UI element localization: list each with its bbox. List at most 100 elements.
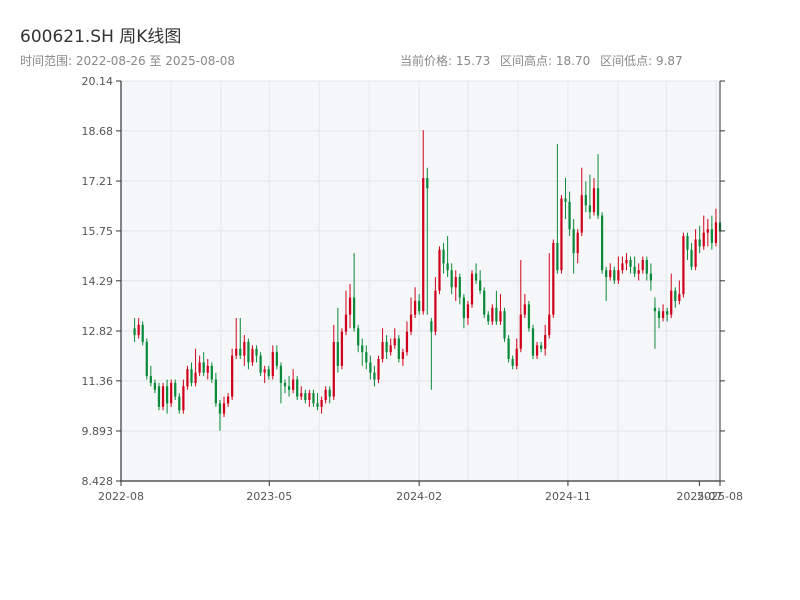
candle-body [308, 393, 311, 400]
candle-body [661, 311, 665, 319]
candle-body [641, 259, 644, 271]
candle-body [678, 294, 681, 301]
x-tick-label: 2025-08 [697, 490, 743, 503]
candle-body [430, 321, 433, 332]
candle-body [499, 311, 502, 322]
candle-body [568, 201, 571, 230]
candle-body [214, 379, 218, 404]
candle-body [133, 328, 136, 336]
candle-body [531, 328, 535, 356]
candle-body [657, 311, 661, 319]
candle-body [515, 348, 518, 366]
y-tick-label: 17.21 [82, 175, 114, 188]
candle-body [178, 396, 181, 411]
candle-body [198, 362, 201, 373]
candle-body [535, 345, 539, 356]
candle-body [434, 290, 437, 332]
candle-body [462, 297, 465, 319]
candle-body [645, 259, 648, 274]
candle-body [552, 242, 555, 315]
candle-body [588, 205, 592, 213]
candle-body [296, 379, 299, 397]
candle-body [316, 403, 319, 407]
candle-body [263, 369, 266, 373]
candle-body [320, 399, 323, 407]
candle-body [637, 270, 640, 274]
candle-body [580, 195, 583, 233]
candle-body [328, 389, 331, 397]
candle-body [247, 341, 250, 363]
candle-body [466, 304, 470, 319]
candle-body [702, 232, 705, 247]
candle-body [287, 386, 291, 390]
candle-body [572, 229, 575, 254]
candle-body [255, 348, 258, 356]
candle-body [373, 372, 376, 380]
candle-body [409, 314, 413, 332]
candle-body [226, 396, 230, 404]
candle-body [222, 403, 226, 414]
candle-body [279, 365, 283, 383]
y-tick-label: 8.428 [82, 475, 114, 488]
x-tick-label: 2025-07 [676, 490, 722, 503]
candle-body [149, 376, 152, 383]
candle-body [304, 393, 307, 400]
candle-body [491, 307, 494, 322]
y-tick-label: 14.29 [82, 275, 114, 288]
candle-body [613, 270, 616, 281]
candle-body [170, 382, 173, 404]
candle-body [344, 314, 348, 332]
candle-body [401, 352, 405, 360]
candle-body [385, 341, 388, 353]
candle-body [259, 355, 262, 373]
candle-body [442, 249, 445, 264]
candle-body [584, 195, 587, 206]
candle-body [495, 307, 498, 322]
candle-body [653, 307, 657, 312]
price-stats: 当前价格: 15.73 区间高点: 18.70 区间低点: 9.87 [400, 52, 689, 69]
candle-body [361, 345, 364, 353]
candle-body [357, 328, 360, 346]
candle-body [377, 359, 380, 380]
candle-body [670, 290, 673, 315]
candle-body [336, 341, 339, 366]
candle-body [422, 177, 425, 312]
candle-body [389, 345, 392, 353]
y-tick-label: 18.68 [82, 125, 114, 138]
candle-body [592, 188, 596, 213]
candle-body [714, 222, 718, 243]
candle-body [137, 324, 140, 336]
x-tick-label: 2023-05 [246, 490, 292, 503]
candle-body [340, 331, 344, 366]
candle-body [352, 297, 356, 329]
candle-body [206, 365, 209, 373]
candle-body [686, 236, 689, 250]
candle-body [174, 382, 177, 397]
candle-body [690, 249, 693, 267]
candle-body [487, 314, 490, 322]
candle-body [483, 290, 486, 315]
candle-body [145, 341, 148, 377]
candle-body [190, 369, 193, 383]
candle-body [426, 177, 429, 189]
candle-body [674, 290, 677, 301]
candle-body [231, 355, 234, 397]
candle-body [621, 263, 624, 271]
candle-body [348, 297, 352, 315]
candle-body [210, 365, 213, 380]
grid [120, 80, 720, 482]
candle-body [682, 236, 685, 295]
candle-body [527, 304, 531, 329]
x-tick-label: 2024-11 [545, 490, 591, 503]
candle-body [556, 242, 559, 271]
candle-body [186, 369, 189, 387]
candle-body [710, 229, 713, 243]
candle-body [503, 311, 506, 339]
candle-body [365, 352, 368, 363]
candle-body [596, 188, 600, 216]
candle-body [141, 324, 144, 342]
candle-body [540, 345, 543, 349]
y-tick-label: 9.893 [82, 425, 114, 438]
candle-body [523, 304, 526, 315]
